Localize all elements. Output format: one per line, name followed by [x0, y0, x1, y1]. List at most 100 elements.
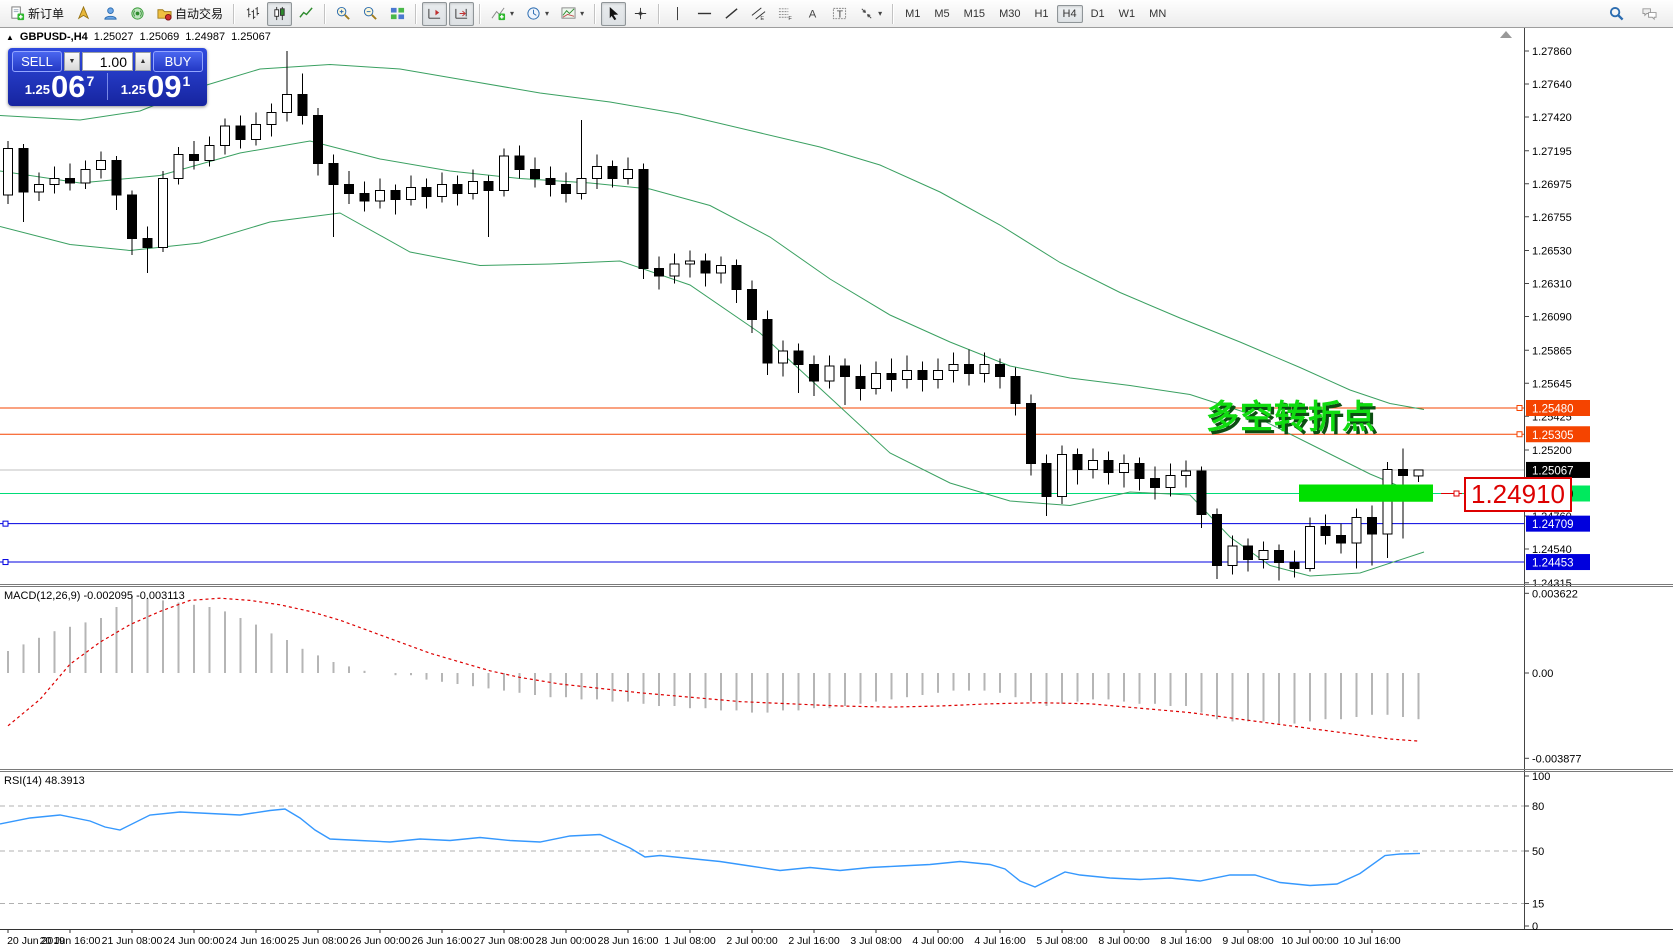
price-tag-anchor[interactable]: [1453, 490, 1460, 497]
text-label-button[interactable]: T: [827, 2, 852, 26]
text-label-icon: T: [833, 7, 847, 20]
candle: [406, 175, 416, 206]
text-button[interactable]: A: [800, 2, 825, 26]
candle: [747, 280, 757, 333]
candle: [1382, 462, 1393, 558]
price-axis-label: 1.27420: [1532, 112, 1572, 124]
zoom-in-button[interactable]: [331, 2, 356, 26]
candle: [1150, 466, 1160, 500]
timeframe-m1-button[interactable]: M1: [905, 7, 921, 20]
templates-button[interactable]: ▾: [556, 2, 589, 26]
candle: [313, 108, 323, 176]
timeframe-h1-button[interactable]: H1: [1034, 7, 1049, 20]
timeframe-h4-button[interactable]: H4: [1056, 4, 1083, 23]
autotrading-button[interactable]: 自动交易: [152, 2, 228, 26]
candle: [731, 259, 742, 303]
toolbar-right: [1603, 2, 1669, 26]
vertical-line-button[interactable]: [665, 2, 690, 26]
rsi-axis-label: 100: [1532, 771, 1550, 783]
profile-button[interactable]: [98, 2, 123, 26]
chart-window: 1.27860 1.27640 1.27420 1.27195 1.26975 1.267…: [0, 28, 1673, 948]
price-level-badge: [1526, 515, 1590, 532]
price-chart[interactable]: 1.27860 1.27640 1.27420 1.27195 1.26975 1.267…: [0, 28, 1673, 948]
crosshair-button[interactable]: [628, 2, 653, 26]
fibonacci-button[interactable]: F: [773, 2, 798, 26]
cursor-button[interactable]: [601, 1, 627, 26]
green-zone-rectangle[interactable]: [1299, 484, 1433, 502]
sell-button[interactable]: SELL: [12, 51, 62, 72]
line-handle[interactable]: [1516, 431, 1523, 438]
candle: [1274, 544, 1284, 581]
price-axis-label: 1.26975: [1532, 179, 1572, 191]
candle: [142, 226, 153, 273]
mql5-community-button[interactable]: [71, 2, 96, 26]
candle: [1243, 538, 1253, 572]
candle: [700, 253, 711, 287]
chart-shift-marker: [1500, 31, 1512, 38]
rsi-axis-label: 80: [1532, 801, 1544, 813]
sell-price[interactable]: 1.25 06 7: [12, 71, 108, 102]
candle: [1227, 535, 1238, 575]
buy-button[interactable]: BUY: [153, 51, 203, 72]
timeframe-m15-button[interactable]: M15: [963, 7, 986, 20]
price-axis-label: 1.26530: [1532, 246, 1572, 258]
buy-price-prefix: 1.25: [120, 82, 147, 97]
zoom-out-button[interactable]: [358, 2, 383, 26]
horizontal-line-button[interactable]: [692, 2, 717, 26]
line-chart-button[interactable]: [294, 2, 319, 26]
candle: [1289, 550, 1300, 578]
candlestick-chart-button[interactable]: [267, 1, 293, 26]
trendline-button[interactable]: [719, 2, 744, 26]
chart-autoscroll-button[interactable]: [449, 1, 475, 26]
candle: [344, 171, 354, 204]
equidistant-channel-button[interactable]: E: [746, 2, 771, 26]
time-axis-label: 8 Jul 00:00: [1098, 935, 1150, 947]
timeframe-mn-button[interactable]: MN: [1149, 7, 1167, 20]
candle: [499, 148, 509, 197]
timeframe-w1-button[interactable]: W1: [1118, 7, 1136, 20]
chart-annotation-text[interactable]: 多空转折点: [1206, 398, 1376, 435]
volume-down-button[interactable]: ▼: [64, 52, 80, 71]
candle: [220, 118, 230, 155]
line-handle[interactable]: [1516, 405, 1523, 411]
candle: [266, 103, 277, 137]
panel-expander-icon[interactable]: ▲: [6, 32, 14, 42]
arrows-button[interactable]: ▾: [854, 2, 887, 26]
timeframe-m5-button[interactable]: M5: [934, 7, 950, 20]
line-handle[interactable]: [2, 520, 9, 527]
candle: [1351, 508, 1362, 569]
chart-shift-button[interactable]: [422, 1, 448, 26]
candle: [1336, 523, 1346, 554]
line-handle[interactable]: [2, 559, 9, 566]
signals-button[interactable]: [125, 2, 150, 26]
timeframe-m30-button[interactable]: M30: [999, 7, 1021, 20]
periods-button[interactable]: ▾: [521, 2, 554, 26]
indicators-button[interactable]: ▾: [486, 2, 519, 26]
candle: [964, 349, 974, 386]
time-axis-label: 20 Jun 16:00: [40, 935, 101, 947]
candle: [437, 172, 447, 203]
price-tag-label[interactable]: 1.24910: [1464, 476, 1572, 512]
chat-button[interactable]: [1637, 2, 1662, 26]
candle: [545, 166, 556, 197]
candle: [483, 175, 494, 237]
tile-windows-button[interactable]: [385, 2, 410, 26]
new-order-button[interactable]: 新订单: [5, 2, 69, 26]
search-button[interactable]: [1604, 2, 1629, 26]
buy-price-big: 09: [147, 69, 182, 104]
candle: [359, 181, 370, 212]
candle: [1088, 448, 1098, 479]
candle: [886, 358, 897, 392]
time-axis-label: 10 Jul 00:00: [1281, 935, 1338, 947]
vline-icon: [677, 6, 679, 21]
volume-input[interactable]: 1.00: [82, 52, 133, 71]
periods-icon: [527, 7, 540, 20]
buy-price[interactable]: 1.25 09 1: [108, 69, 203, 104]
price-axis-label: 1.24540: [1532, 544, 1572, 556]
volume-up-button[interactable]: ▲: [135, 52, 151, 71]
time-axis-label: 8 Jul 16:00: [1160, 935, 1212, 947]
timeframe-d1-button[interactable]: D1: [1090, 7, 1105, 20]
bar-chart-button[interactable]: [240, 2, 265, 26]
candle: [282, 51, 292, 122]
